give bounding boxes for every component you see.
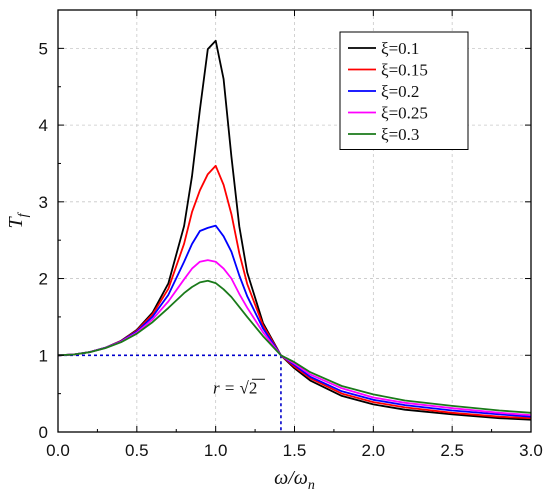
- y-tick-label: 0: [39, 423, 48, 442]
- x-tick-label: 0.0: [46, 441, 70, 460]
- y-tick-label: 4: [39, 116, 48, 135]
- series-line-4: [57, 279, 532, 414]
- series-layer: [57, 39, 532, 421]
- x-tick-label: 2.5: [440, 441, 464, 460]
- x-tick-label: 2.0: [362, 441, 386, 460]
- x-tick-label: 1.0: [204, 441, 228, 460]
- y-tick-label: 1: [39, 346, 48, 365]
- legend: ξ=0.1 ξ=0.15 ξ=0.2 ξ=0.25 ξ=0.3: [339, 31, 469, 150]
- grid-lines: [58, 10, 531, 432]
- legend-label: ξ=0.1: [381, 39, 419, 58]
- axis-ticks: [57, 10, 532, 433]
- x-tick-labels: 0.0 0.5 1.0 1.5 2.0 2.5 3.0: [46, 441, 543, 460]
- y-tick-label: 3: [39, 193, 48, 212]
- x-tick-label: 3.0: [519, 441, 543, 460]
- y-tick-labels: 0 1 2 3 4 5: [39, 39, 48, 442]
- y-tick-label: 2: [39, 270, 48, 289]
- y-tick-label: 5: [39, 39, 48, 58]
- sqrt2-reference-lines: [58, 354, 282, 432]
- legend-label: ξ=0.2: [381, 82, 419, 101]
- sqrt2-annotation: r = √2: [213, 378, 257, 397]
- legend-label: ξ=0.3: [381, 125, 419, 144]
- legend-label: ξ=0.15: [381, 61, 428, 80]
- x-tick-label: 1.5: [283, 441, 307, 460]
- legend-label: ξ=0.25: [381, 104, 428, 123]
- x-axis-label: ω/ωn: [274, 467, 315, 493]
- x-tick-label: 0.5: [125, 441, 149, 460]
- y-axis-label: Tf: [5, 211, 31, 228]
